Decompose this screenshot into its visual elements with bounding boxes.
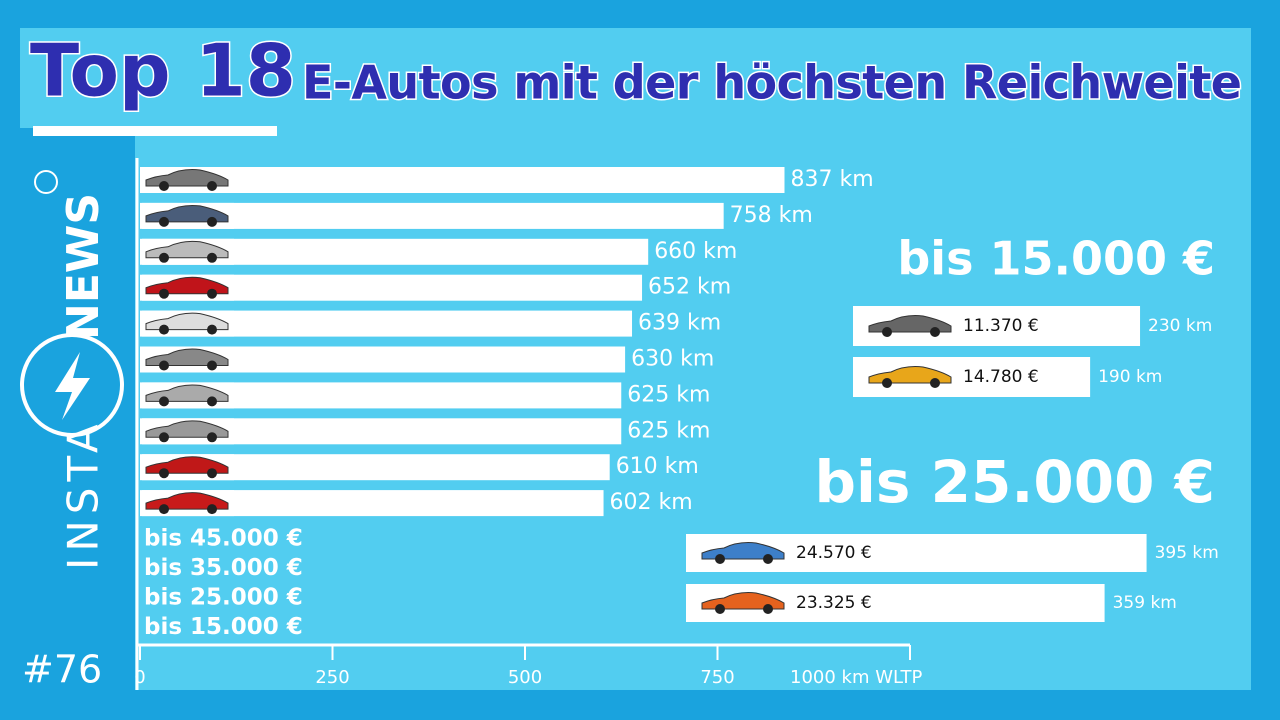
chart-title: Top 18	[30, 29, 296, 113]
car-wheel	[159, 288, 169, 299]
car-wheel	[207, 288, 217, 299]
x-tick-label: 1000 km WLTP	[790, 667, 923, 688]
car-image	[142, 490, 234, 517]
value-label: 652 km	[648, 275, 731, 300]
car-wheel	[159, 396, 169, 407]
car-wheel	[207, 181, 217, 191]
value-label: 660 km	[654, 239, 737, 264]
value-label: 625 km	[627, 418, 710, 443]
value-label: 610 km	[616, 454, 699, 479]
car-image	[142, 167, 234, 193]
car-wheel	[207, 324, 217, 335]
car-image	[865, 313, 957, 339]
car-image	[698, 540, 790, 566]
car-wheel	[159, 324, 169, 335]
logo-circle	[20, 333, 124, 437]
car-wheel	[159, 181, 169, 191]
car-image	[142, 382, 234, 409]
car-image	[142, 346, 234, 373]
price-class: bis 35.000 €	[144, 555, 303, 581]
car-wheel	[207, 468, 217, 479]
car-wheel	[207, 360, 217, 371]
car-image	[865, 364, 957, 390]
episode-number: #76	[22, 648, 102, 692]
x-tick-label: 0	[134, 667, 145, 688]
brand-logo: INSTA NEWS	[20, 170, 124, 570]
logo-dot	[34, 170, 58, 194]
x-tick-label: 750	[700, 667, 734, 688]
car-wheel	[207, 216, 217, 227]
car-wheel	[882, 378, 892, 388]
price-label: 24.570 €	[796, 543, 872, 563]
value-label: 602 km	[610, 490, 693, 515]
value-label: 630 km	[631, 347, 714, 372]
group-title: bis 25.000 €	[815, 448, 1215, 516]
car-wheel	[159, 216, 169, 227]
price-class: bis 25.000 €	[144, 585, 303, 611]
car-wheel	[159, 504, 169, 515]
bar	[140, 167, 785, 193]
car-image	[142, 238, 234, 265]
price-label: 11.370 €	[963, 316, 1039, 336]
value-label: 395 km	[1155, 543, 1219, 563]
car-image	[142, 418, 234, 445]
value-label: 190 km	[1098, 367, 1162, 387]
car-wheel	[930, 327, 940, 337]
group-title: bis 15.000 €	[897, 232, 1215, 286]
brand-news: NEWS	[58, 193, 109, 340]
car-wheel	[930, 378, 940, 388]
logo-bolt	[55, 352, 90, 420]
car-wheel	[715, 604, 725, 614]
car-wheel	[159, 432, 169, 443]
x-tick-label: 500	[508, 667, 542, 688]
car-wheel	[207, 396, 217, 407]
car-wheel	[159, 468, 169, 479]
price-class: bis 45.000 €	[144, 526, 303, 552]
car-wheel	[207, 252, 217, 263]
car-image	[142, 202, 234, 229]
car-image	[142, 454, 234, 481]
title-panel	[20, 28, 260, 128]
car-wheel	[207, 432, 217, 443]
value-label: 230 km	[1148, 316, 1212, 336]
value-label: 359 km	[1113, 593, 1177, 613]
price-class: bis 15.000 €	[144, 614, 303, 640]
car-image	[142, 310, 234, 337]
car-wheel	[882, 327, 892, 337]
car-image	[142, 274, 234, 301]
brand-insta: INSTA	[59, 418, 108, 570]
car-image	[698, 590, 790, 616]
price-label: 23.325 €	[796, 593, 872, 613]
title-underline	[33, 126, 277, 136]
car-wheel	[207, 504, 217, 515]
car-wheel	[159, 360, 169, 371]
chart-subtitle: E-Autos mit der höchsten Reichweite	[302, 56, 1242, 110]
x-tick-label: 250	[315, 667, 349, 688]
car-wheel	[159, 252, 169, 263]
car-wheel	[763, 604, 773, 614]
value-label: 625 km	[627, 382, 710, 407]
car-wheel	[763, 554, 773, 564]
value-label: 837 km	[790, 167, 873, 192]
value-label: 639 km	[638, 311, 721, 336]
value-label: 758 km	[730, 203, 813, 228]
price-label: 14.780 €	[963, 367, 1039, 387]
bar	[140, 202, 724, 229]
car-wheel	[715, 554, 725, 564]
